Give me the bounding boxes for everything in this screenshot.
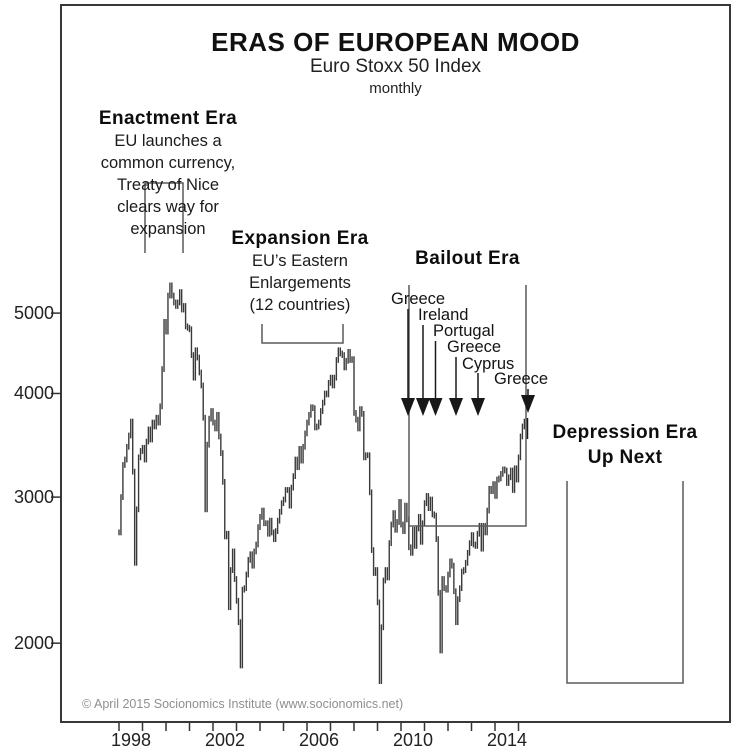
era-bracket [261,324,344,344]
bailout-arrow-head [449,398,463,416]
era-depression-title: Depression Era [552,422,698,443]
y-axis-label-5000: 5000 [13,303,54,323]
era-bailout-title: Bailout Era [415,248,520,269]
era-expansion-block: Expansion Era EU’s Eastern Enlargements … [210,228,390,316]
era-enactment-desc-line: clears way for [117,198,219,216]
era-enactment-desc-line: common currency, [100,154,236,172]
bailout-event-label-greece-2: Greece [447,338,502,356]
x-axis-label-2006: 2006 [298,730,340,750]
x-axis-label-2010: 2010 [392,730,434,750]
bailout-event-label-cyprus: Cyprus [462,355,515,373]
copyright-note: © April 2015 Socionomics Institute (www.… [82,697,404,711]
era-expansion-desc-line: (12 countries) [249,296,351,314]
chart-frequency-label: monthly [369,80,422,97]
page-title: ERAS OF EUROPEAN MOOD [211,27,580,57]
era-enactment-desc-line: Treaty of Nice [116,176,220,194]
price-series [118,282,526,684]
era-expansion-desc-line: EU’s Eastern [252,252,348,270]
bailout-arrow-head [471,398,485,416]
era-depression-subtitle: Up Next [587,447,663,468]
y-axis-ticks [51,312,61,644]
era-expansion-title: Expansion Era [231,228,369,249]
era-bracket [566,481,684,684]
era-expansion-desc-line: Enlargements [249,274,351,292]
era-depression-block: Depression Era Up Next [544,420,706,470]
x-axis-label-2002: 2002 [204,730,246,750]
bailout-event-label-greece-3: Greece [494,370,549,388]
bailout-arrow-head [416,398,430,416]
bailout-event-label-greece-1: Greece [391,290,446,308]
era-enactment-block: Enactment Era EU launches a common curre… [70,108,266,240]
era-enactment-desc-line: expansion [130,220,206,238]
bailout-arrow-head [401,398,415,416]
x-axis-label-2014: 2014 [486,730,528,750]
bailout-arrows [401,309,535,439]
bailout-arrow-head [428,398,443,416]
chart-subtitle: Euro Stoxx 50 Index [309,56,482,77]
era-bracket [144,182,184,253]
bailout-event-label-portugal: Portugal [433,322,495,340]
y-axis-label-4000: 4000 [13,383,54,403]
x-axis-label-1998: 1998 [110,730,152,750]
y-axis-label-2000: 2000 [13,633,54,653]
era-enactment-desc-line: EU launches a [114,132,222,150]
y-axis-label-3000: 3000 [13,487,54,507]
era-enactment-title: Enactment Era [98,108,238,129]
bailout-arrow-head [521,395,535,413]
bailout-event-label-ireland: Ireland [418,306,469,324]
plot-frame [60,4,731,723]
x-axis-ticks [118,723,520,731]
